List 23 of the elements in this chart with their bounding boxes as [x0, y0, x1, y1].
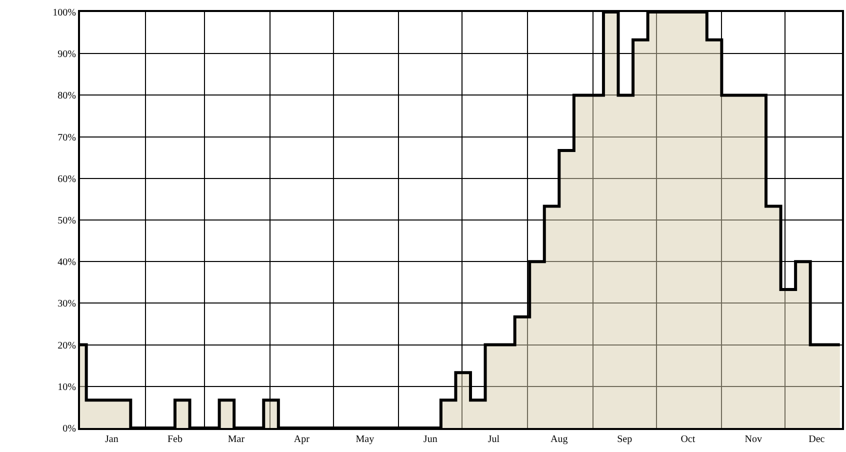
x-tick-label: Sep [617, 434, 632, 445]
x-tick-label: Oct [680, 434, 696, 445]
y-tick-label: 30% [58, 298, 76, 310]
x-tick-label: Jun [423, 434, 438, 445]
y-tick-label: 40% [58, 257, 76, 268]
x-tick-label: Feb [167, 434, 182, 445]
x-tick-label: Nov [744, 434, 762, 445]
x-tick-label: Apr [294, 434, 310, 445]
x-tick-label: Aug [550, 434, 568, 445]
x-tick-label: Jul [488, 434, 500, 445]
x-tick-label: May [356, 434, 374, 445]
x-tick-label: Jan [104, 434, 118, 445]
x-tick-label: Dec [808, 434, 826, 445]
y-tick-label: 90% [58, 49, 76, 60]
y-tick-label: 20% [58, 340, 76, 352]
x-tick-label: Mar [228, 434, 246, 445]
y-tick-label: 50% [58, 216, 76, 226]
y-tick-label: 10% [58, 382, 76, 393]
y-tick-label: 80% [58, 90, 76, 102]
y-tick-label: 0% [62, 424, 76, 434]
y-tick-label: 60% [58, 174, 76, 185]
y-tick-label: 70% [58, 132, 76, 144]
y-tick-label: 100% [52, 8, 76, 18]
